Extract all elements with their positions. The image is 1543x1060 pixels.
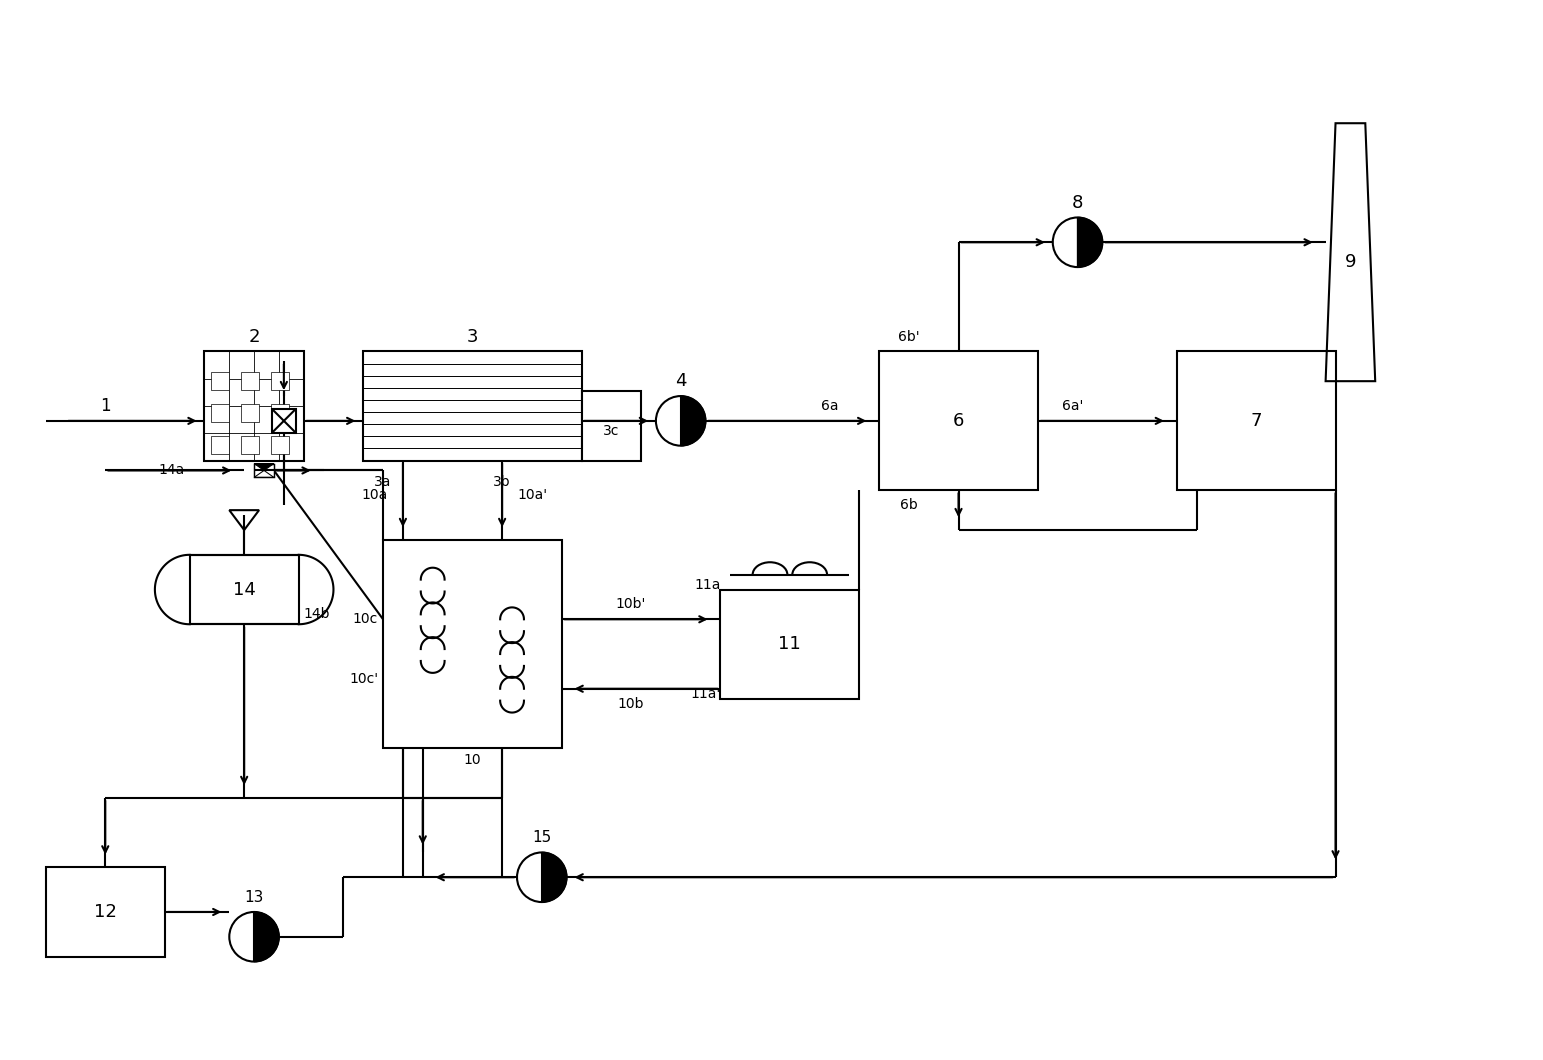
Bar xyxy=(241,436,259,454)
Text: 15: 15 xyxy=(532,830,551,845)
Bar xyxy=(241,404,259,422)
Text: 6a: 6a xyxy=(821,399,838,413)
Text: 3a: 3a xyxy=(375,476,392,490)
Bar xyxy=(582,391,640,460)
Text: 11: 11 xyxy=(779,635,801,653)
Text: 1: 1 xyxy=(100,398,111,414)
Bar xyxy=(880,352,1038,491)
Bar xyxy=(383,540,562,748)
Bar xyxy=(272,404,289,422)
Text: 6a': 6a' xyxy=(1062,399,1083,413)
Text: 7: 7 xyxy=(1250,412,1262,430)
Text: 14: 14 xyxy=(233,581,256,599)
Text: 13: 13 xyxy=(244,889,264,904)
Text: 8: 8 xyxy=(1072,194,1083,212)
Text: 14a: 14a xyxy=(159,463,185,477)
Bar xyxy=(205,352,304,460)
Bar xyxy=(272,409,296,432)
Text: 10b': 10b' xyxy=(616,598,647,612)
Text: 6b: 6b xyxy=(900,498,918,512)
Text: 9: 9 xyxy=(1344,253,1356,271)
Text: 2: 2 xyxy=(248,328,259,346)
Polygon shape xyxy=(680,396,705,445)
Bar xyxy=(272,436,289,454)
Text: 6b': 6b' xyxy=(898,330,920,343)
Text: 6: 6 xyxy=(954,412,964,430)
Bar xyxy=(255,463,275,477)
Text: 4: 4 xyxy=(674,372,687,390)
Text: 3b: 3b xyxy=(494,476,511,490)
Text: 10b: 10b xyxy=(617,696,645,710)
Bar xyxy=(721,589,859,699)
Bar xyxy=(272,372,289,390)
Text: 14b: 14b xyxy=(304,607,330,621)
Text: 11a': 11a' xyxy=(690,687,721,701)
Polygon shape xyxy=(542,852,566,902)
Bar xyxy=(1177,352,1336,491)
Text: 10c: 10c xyxy=(353,613,378,626)
Bar xyxy=(211,404,230,422)
Bar xyxy=(190,554,299,624)
Bar xyxy=(241,372,259,390)
Text: 3: 3 xyxy=(466,328,478,346)
Polygon shape xyxy=(1077,217,1102,267)
Text: 11a: 11a xyxy=(694,578,721,591)
Text: 3c: 3c xyxy=(603,424,619,438)
Polygon shape xyxy=(255,463,275,471)
Text: 10a: 10a xyxy=(361,489,387,502)
Polygon shape xyxy=(255,912,279,961)
Bar xyxy=(211,436,230,454)
Text: 10: 10 xyxy=(463,754,481,767)
Text: 10c': 10c' xyxy=(349,672,378,686)
Bar xyxy=(211,372,230,390)
Text: 12: 12 xyxy=(94,903,117,921)
Bar xyxy=(46,867,165,956)
Text: 10a': 10a' xyxy=(517,489,548,502)
Bar xyxy=(363,352,582,460)
